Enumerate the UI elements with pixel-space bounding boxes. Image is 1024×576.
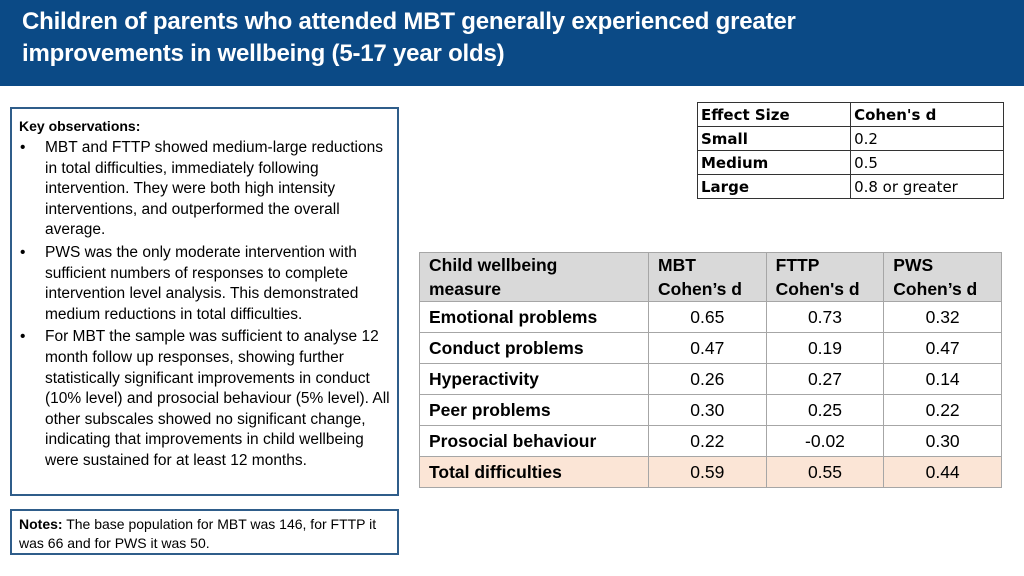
table-row-total: Total difficulties 0.59 0.55 0.44: [419, 456, 1002, 488]
observation-item: • MBT and FTTP showed medium-large reduc…: [19, 138, 391, 241]
observation-item: • PWS was the only moderate intervention…: [19, 243, 391, 325]
table-row: Emotional problems 0.65 0.73 0.32: [419, 301, 1002, 333]
table-row-label: Emotional problems: [419, 301, 649, 333]
table-header-cell: MBT Cohen’s d: [648, 252, 767, 302]
table-header-cell: Effect Size: [696, 102, 852, 127]
header-line: PWS: [893, 255, 934, 275]
notes-text: The base population for MBT was 146, for…: [19, 516, 377, 551]
header-line: Cohen’s d: [658, 279, 742, 299]
bullet-icon: •: [20, 139, 26, 156]
table-cell: 0.26: [648, 363, 767, 395]
table-row: Prosocial behaviour 0.22 -0.02 0.30: [419, 425, 1002, 457]
table-cell: 0.22: [648, 425, 767, 457]
header-line: MBT: [658, 255, 696, 275]
table-row-label: Total difficulties: [419, 456, 649, 488]
table-row: Effect Size Cohen's d: [696, 102, 1004, 127]
header-line: FTTP: [775, 255, 820, 275]
table-header-cell: Child wellbeing measure: [419, 252, 649, 302]
table-cell: 0.59: [648, 456, 767, 488]
table-cell: 0.8 or greater: [850, 174, 1004, 199]
table-header-cell: Cohen's d: [850, 102, 1004, 127]
table-row-label: Prosocial behaviour: [419, 425, 649, 457]
observations-list: • MBT and FTTP showed medium-large reduc…: [19, 138, 391, 472]
title-banner: Children of parents who attended MBT gen…: [0, 0, 1024, 86]
table-row-label: Conduct problems: [419, 332, 649, 364]
key-observations-title: Key observations:: [19, 118, 141, 134]
header-line: measure: [429, 279, 501, 299]
table-row-label: Hyperactivity: [419, 363, 649, 395]
table-row: Large 0.8 or greater: [696, 174, 1004, 199]
observation-text: MBT and FTTP showed medium-large reducti…: [45, 139, 383, 239]
effect-size-table: Effect Size Cohen's d Small 0.2 Medium 0…: [696, 102, 1004, 199]
bullet-icon: •: [20, 243, 26, 261]
table-cell: 0.65: [648, 301, 767, 333]
table-cell: 0.44: [883, 456, 1002, 488]
table-row: Small 0.2: [696, 126, 1004, 151]
table-cell: 0.5: [850, 150, 1004, 175]
table-row: Hyperactivity 0.26 0.27 0.14: [419, 363, 1002, 395]
child-wellbeing-table: Child wellbeing measure MBT Cohen’s d FT…: [419, 252, 1002, 488]
header-line: Cohen's d: [775, 279, 860, 299]
notes-label: Notes:: [19, 516, 63, 532]
page-title-line-2: improvements in wellbeing (5-17 year old…: [22, 40, 505, 67]
table-cell: -0.02: [765, 425, 885, 457]
table-cell: Large: [696, 174, 852, 199]
bullet-icon: •: [20, 328, 26, 346]
table-cell: 0.25: [765, 394, 885, 426]
header-line: Child wellbeing: [429, 255, 558, 275]
table-cell: 0.27: [765, 363, 885, 395]
table-cell: Small: [696, 126, 852, 151]
key-observations-box: Key observations: • MBT and FTTP showed …: [10, 107, 399, 496]
page-title-line-1: Children of parents who attended MBT gen…: [22, 8, 796, 35]
page-title: Children of parents who attended MBT gen…: [22, 6, 1024, 70]
table-cell: Medium: [696, 150, 852, 175]
table-header-row: Child wellbeing measure MBT Cohen’s d FT…: [419, 252, 1002, 302]
table-cell: 0.19: [765, 332, 885, 364]
observation-text: PWS was the only moderate intervention w…: [45, 243, 359, 323]
table-row: Conduct problems 0.47 0.19 0.47: [419, 332, 1002, 364]
observation-item: • For MBT the sample was sufficient to a…: [19, 327, 391, 471]
table-cell: 0.14: [883, 363, 1002, 395]
table-row: Peer problems 0.30 0.25 0.22: [419, 394, 1002, 426]
table-row-label: Peer problems: [419, 394, 649, 426]
table-cell: 0.47: [883, 332, 1002, 364]
table-cell: 0.30: [883, 425, 1002, 457]
notes-box: Notes: The base population for MBT was 1…: [10, 509, 399, 555]
table-cell: 0.47: [648, 332, 767, 364]
table-cell: 0.2: [850, 126, 1004, 151]
table-cell: 0.22: [883, 394, 1002, 426]
table-cell: 0.30: [648, 394, 767, 426]
table-cell: 0.32: [883, 301, 1002, 333]
table-header-cell: PWS Cohen’s d: [883, 252, 1002, 302]
header-line: Cohen’s d: [893, 279, 978, 299]
table-row: Medium 0.5: [696, 150, 1004, 175]
table-header-cell: FTTP Cohen's d: [765, 252, 885, 302]
table-cell: 0.55: [765, 456, 885, 488]
table-cell: 0.73: [765, 301, 885, 333]
observation-text: For MBT the sample was sufficient to ana…: [45, 328, 390, 469]
